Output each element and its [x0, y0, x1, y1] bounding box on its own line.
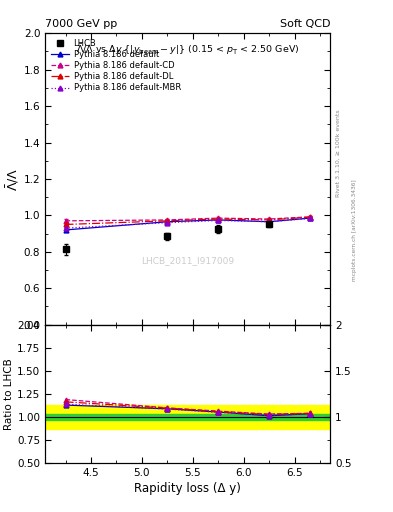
Y-axis label: $\bar{\Lambda}/\Lambda$: $\bar{\Lambda}/\Lambda$ — [4, 167, 21, 190]
Legend: LHCB, Pythia 8.186 default, Pythia 8.186 default-CD, Pythia 8.186 default-DL, Py: LHCB, Pythia 8.186 default, Pythia 8.186… — [50, 37, 182, 94]
Text: Soft QCD: Soft QCD — [280, 19, 330, 29]
Y-axis label: Ratio to LHCB: Ratio to LHCB — [4, 358, 14, 430]
Text: 7000 GeV pp: 7000 GeV pp — [45, 19, 118, 29]
Text: LHCB_2011_I917009: LHCB_2011_I917009 — [141, 256, 234, 265]
Text: Rivet 3.1.10, ≥ 100k events: Rivet 3.1.10, ≥ 100k events — [336, 110, 341, 198]
X-axis label: Rapidity loss (Δ y): Rapidity loss (Δ y) — [134, 482, 241, 496]
Text: mcplots.cern.ch [arXiv:1306.3436]: mcplots.cern.ch [arXiv:1306.3436] — [352, 180, 357, 281]
Text: $\bar{\Lambda}/\Lambda$ vs $\Delta y$ {$|y_{\rm beam}-y|$} (0.15 < $p_{\rm T}$ <: $\bar{\Lambda}/\Lambda$ vs $\Delta y$ {$… — [76, 42, 299, 57]
